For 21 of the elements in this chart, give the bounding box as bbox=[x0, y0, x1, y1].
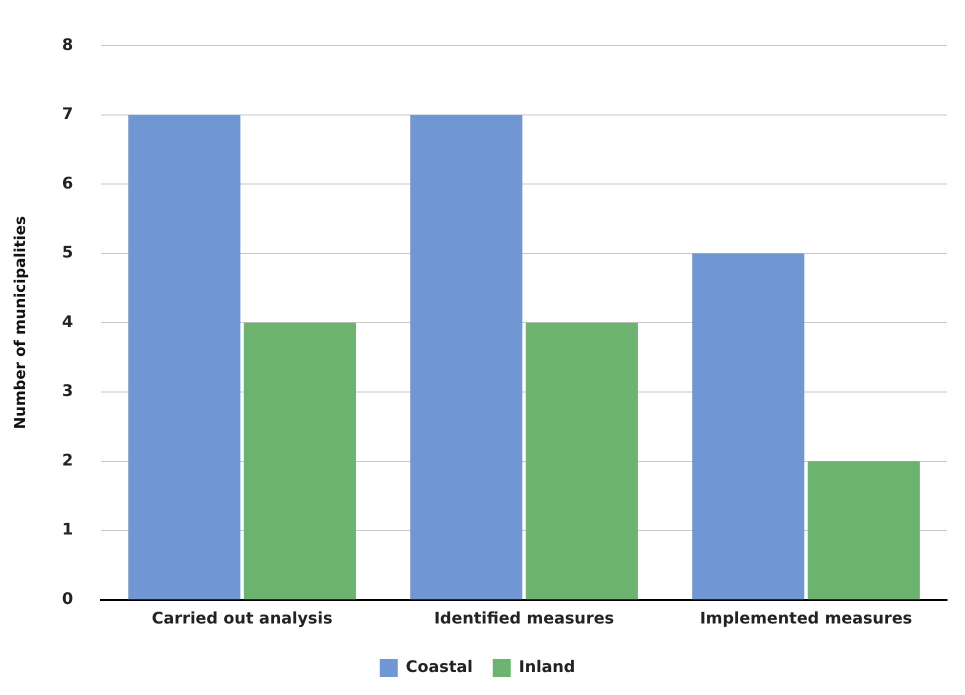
bar bbox=[128, 114, 240, 600]
bar bbox=[808, 461, 920, 600]
y-axis-title: Number of municipalities bbox=[10, 216, 29, 430]
bar bbox=[692, 253, 804, 600]
x-tick-label: Carried out analysis bbox=[152, 608, 332, 628]
y-tick-label: 0 bbox=[62, 588, 74, 608]
y-tick-label: 2 bbox=[62, 450, 74, 470]
legend-label: Inland bbox=[518, 657, 576, 676]
y-tick-label: 3 bbox=[62, 381, 74, 400]
y-tick-label: 5 bbox=[62, 242, 74, 262]
x-tick-label: Implemented measures bbox=[700, 608, 912, 628]
bar bbox=[244, 322, 356, 600]
y-tick-label: 4 bbox=[62, 312, 74, 331]
x-tick-label: Identified measures bbox=[434, 608, 614, 628]
y-tick-label: 6 bbox=[62, 173, 74, 192]
bar bbox=[526, 322, 638, 600]
y-tick-label: 8 bbox=[62, 34, 74, 54]
y-tick-label: 7 bbox=[62, 104, 74, 124]
bar bbox=[410, 114, 522, 600]
legend-label: Coastal bbox=[406, 657, 473, 676]
y-tick-label: 1 bbox=[62, 520, 74, 539]
